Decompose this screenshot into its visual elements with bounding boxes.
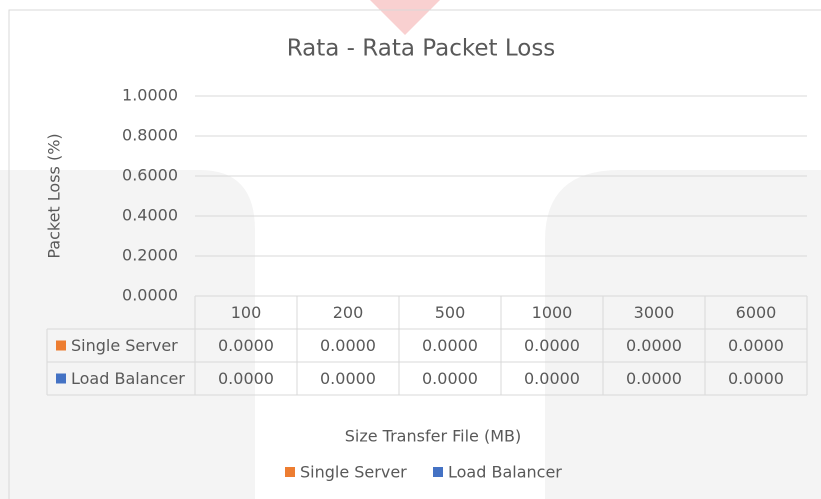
x-tick-label: 100 [231, 303, 262, 322]
table-value: 0.0000 [320, 336, 376, 355]
table-value: 0.0000 [320, 369, 376, 388]
y-tick-label: 0.8000 [122, 126, 178, 145]
y-axis-label: Packet Loss (%) [45, 133, 64, 258]
table-value: 0.0000 [728, 369, 784, 388]
table-value: 0.0000 [626, 369, 682, 388]
x-tick-label: 6000 [736, 303, 777, 322]
x-tick-label: 3000 [634, 303, 675, 322]
y-tick-label: 0.6000 [122, 166, 178, 185]
table-row-label: Single Server [71, 336, 178, 355]
chart-frame [8, 9, 821, 499]
y-tick-label: 0.4000 [122, 206, 178, 225]
table-value: 0.0000 [218, 369, 274, 388]
watermark-triangle [370, 0, 440, 35]
table-value: 0.0000 [218, 336, 274, 355]
y-tick-label: 1.0000 [122, 86, 178, 105]
watermark-shape [0, 170, 255, 499]
table-row-label: Load Balancer [71, 369, 185, 388]
y-tick-label: 0.2000 [122, 246, 178, 265]
x-tick-label: 200 [333, 303, 364, 322]
chart-title: Rata - Rata Packet Loss [287, 36, 556, 62]
legend-key [285, 467, 295, 477]
table-value: 0.0000 [422, 369, 478, 388]
legend-key [433, 467, 443, 477]
table-legend-key [56, 340, 66, 351]
x-axis-label: Size Transfer File (MB) [345, 427, 521, 446]
table-value: 0.0000 [422, 336, 478, 355]
table-value: 0.0000 [524, 336, 580, 355]
x-tick-label: 1000 [532, 303, 573, 322]
y-tick-label: 0.0000 [122, 286, 178, 305]
watermark-shape [545, 170, 821, 499]
legend-label: Load Balancer [448, 463, 562, 482]
x-tick-label: 500 [435, 303, 466, 322]
table-legend-key [56, 373, 66, 384]
table-value: 0.0000 [524, 369, 580, 388]
table-value: 0.0000 [626, 336, 682, 355]
legend-label: Single Server [300, 463, 407, 482]
table-value: 0.0000 [728, 336, 784, 355]
